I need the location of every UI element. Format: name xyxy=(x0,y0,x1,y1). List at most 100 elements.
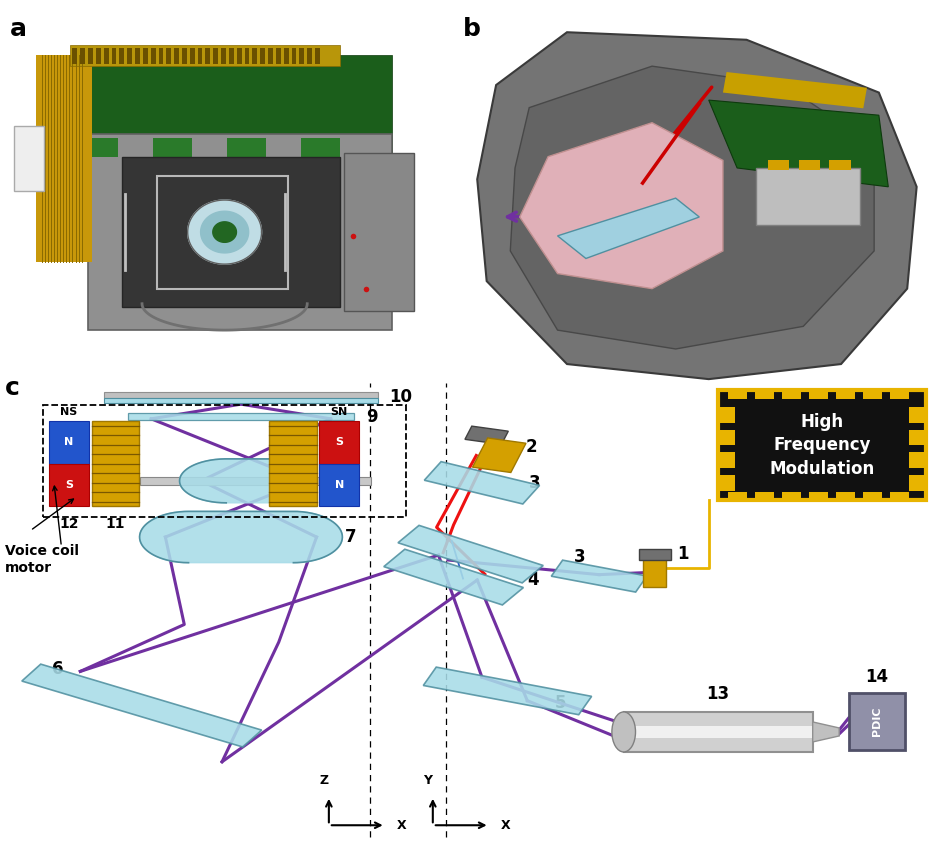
Bar xyxy=(119,49,124,64)
Bar xyxy=(717,452,734,468)
Bar xyxy=(314,49,319,64)
Polygon shape xyxy=(510,66,873,349)
Bar xyxy=(319,464,359,506)
Bar xyxy=(190,49,194,64)
Bar xyxy=(227,138,265,157)
Bar xyxy=(276,49,280,64)
Bar xyxy=(88,49,93,64)
Bar xyxy=(808,492,827,500)
Bar xyxy=(717,407,734,423)
Polygon shape xyxy=(550,560,647,592)
Text: 12: 12 xyxy=(59,517,78,531)
Bar xyxy=(14,127,44,190)
Polygon shape xyxy=(424,462,539,504)
Text: SN: SN xyxy=(330,407,347,417)
Bar xyxy=(221,49,226,64)
Bar xyxy=(127,413,354,420)
Bar xyxy=(104,398,378,403)
Bar xyxy=(159,49,163,64)
Bar xyxy=(92,421,139,506)
Text: X: X xyxy=(396,818,406,832)
Bar xyxy=(307,49,312,64)
Polygon shape xyxy=(477,33,916,379)
Text: a: a xyxy=(9,17,26,41)
Bar xyxy=(42,405,406,518)
Bar xyxy=(70,45,340,66)
Bar xyxy=(722,72,866,108)
Bar xyxy=(268,49,273,64)
Bar xyxy=(642,559,666,587)
Text: N: N xyxy=(334,480,344,490)
Bar xyxy=(908,429,925,446)
Bar xyxy=(166,49,171,64)
Bar xyxy=(767,160,788,170)
Polygon shape xyxy=(383,549,523,605)
Bar xyxy=(781,492,800,500)
Text: S: S xyxy=(335,437,343,447)
Bar xyxy=(174,49,178,64)
Bar xyxy=(49,421,89,464)
Polygon shape xyxy=(22,664,261,747)
Text: N: N xyxy=(64,437,74,447)
Polygon shape xyxy=(179,458,302,503)
Text: 10: 10 xyxy=(389,388,412,406)
Text: Y: Y xyxy=(423,774,432,787)
Bar xyxy=(140,477,371,485)
Polygon shape xyxy=(200,211,248,253)
Bar xyxy=(464,426,508,445)
Bar xyxy=(472,438,526,472)
Bar xyxy=(829,160,850,170)
Bar xyxy=(80,49,85,64)
Bar xyxy=(96,49,101,64)
Bar xyxy=(834,492,853,500)
Text: 3: 3 xyxy=(529,474,540,492)
Bar xyxy=(143,49,147,64)
Bar xyxy=(111,49,116,64)
Text: 8: 8 xyxy=(335,472,346,490)
Bar xyxy=(834,391,853,399)
Text: 2: 2 xyxy=(525,438,536,456)
Bar xyxy=(319,421,359,464)
Bar xyxy=(888,391,907,399)
Polygon shape xyxy=(423,667,591,715)
Bar xyxy=(66,55,392,168)
Text: 7: 7 xyxy=(345,528,356,546)
Bar xyxy=(260,49,264,64)
Bar xyxy=(269,421,316,506)
Bar xyxy=(153,138,192,157)
Bar xyxy=(228,49,233,64)
Bar xyxy=(252,49,257,64)
Bar xyxy=(79,138,118,157)
Bar xyxy=(717,391,925,500)
Text: X: X xyxy=(500,818,510,832)
Text: b: b xyxy=(463,17,480,41)
Bar xyxy=(135,49,140,64)
Text: 14: 14 xyxy=(865,668,887,686)
Bar xyxy=(848,693,904,750)
Bar xyxy=(49,464,89,506)
Text: S: S xyxy=(65,480,73,490)
Bar xyxy=(717,475,734,491)
Bar xyxy=(197,49,202,64)
Bar xyxy=(237,49,242,64)
Bar xyxy=(888,492,907,500)
Bar xyxy=(299,49,304,64)
Bar xyxy=(623,726,812,738)
Polygon shape xyxy=(812,722,838,742)
Bar xyxy=(205,49,211,64)
Bar xyxy=(754,492,773,500)
Bar xyxy=(283,49,288,64)
Bar xyxy=(862,391,881,399)
Polygon shape xyxy=(188,200,261,264)
Bar xyxy=(717,429,734,446)
Text: 5: 5 xyxy=(554,694,565,712)
Polygon shape xyxy=(140,512,342,563)
Bar xyxy=(908,452,925,468)
Bar xyxy=(104,392,378,398)
Bar xyxy=(182,49,187,64)
Bar xyxy=(808,391,827,399)
Text: 11: 11 xyxy=(106,517,125,531)
Text: c: c xyxy=(5,376,20,400)
Bar xyxy=(88,134,392,330)
Text: 4: 4 xyxy=(527,571,538,589)
